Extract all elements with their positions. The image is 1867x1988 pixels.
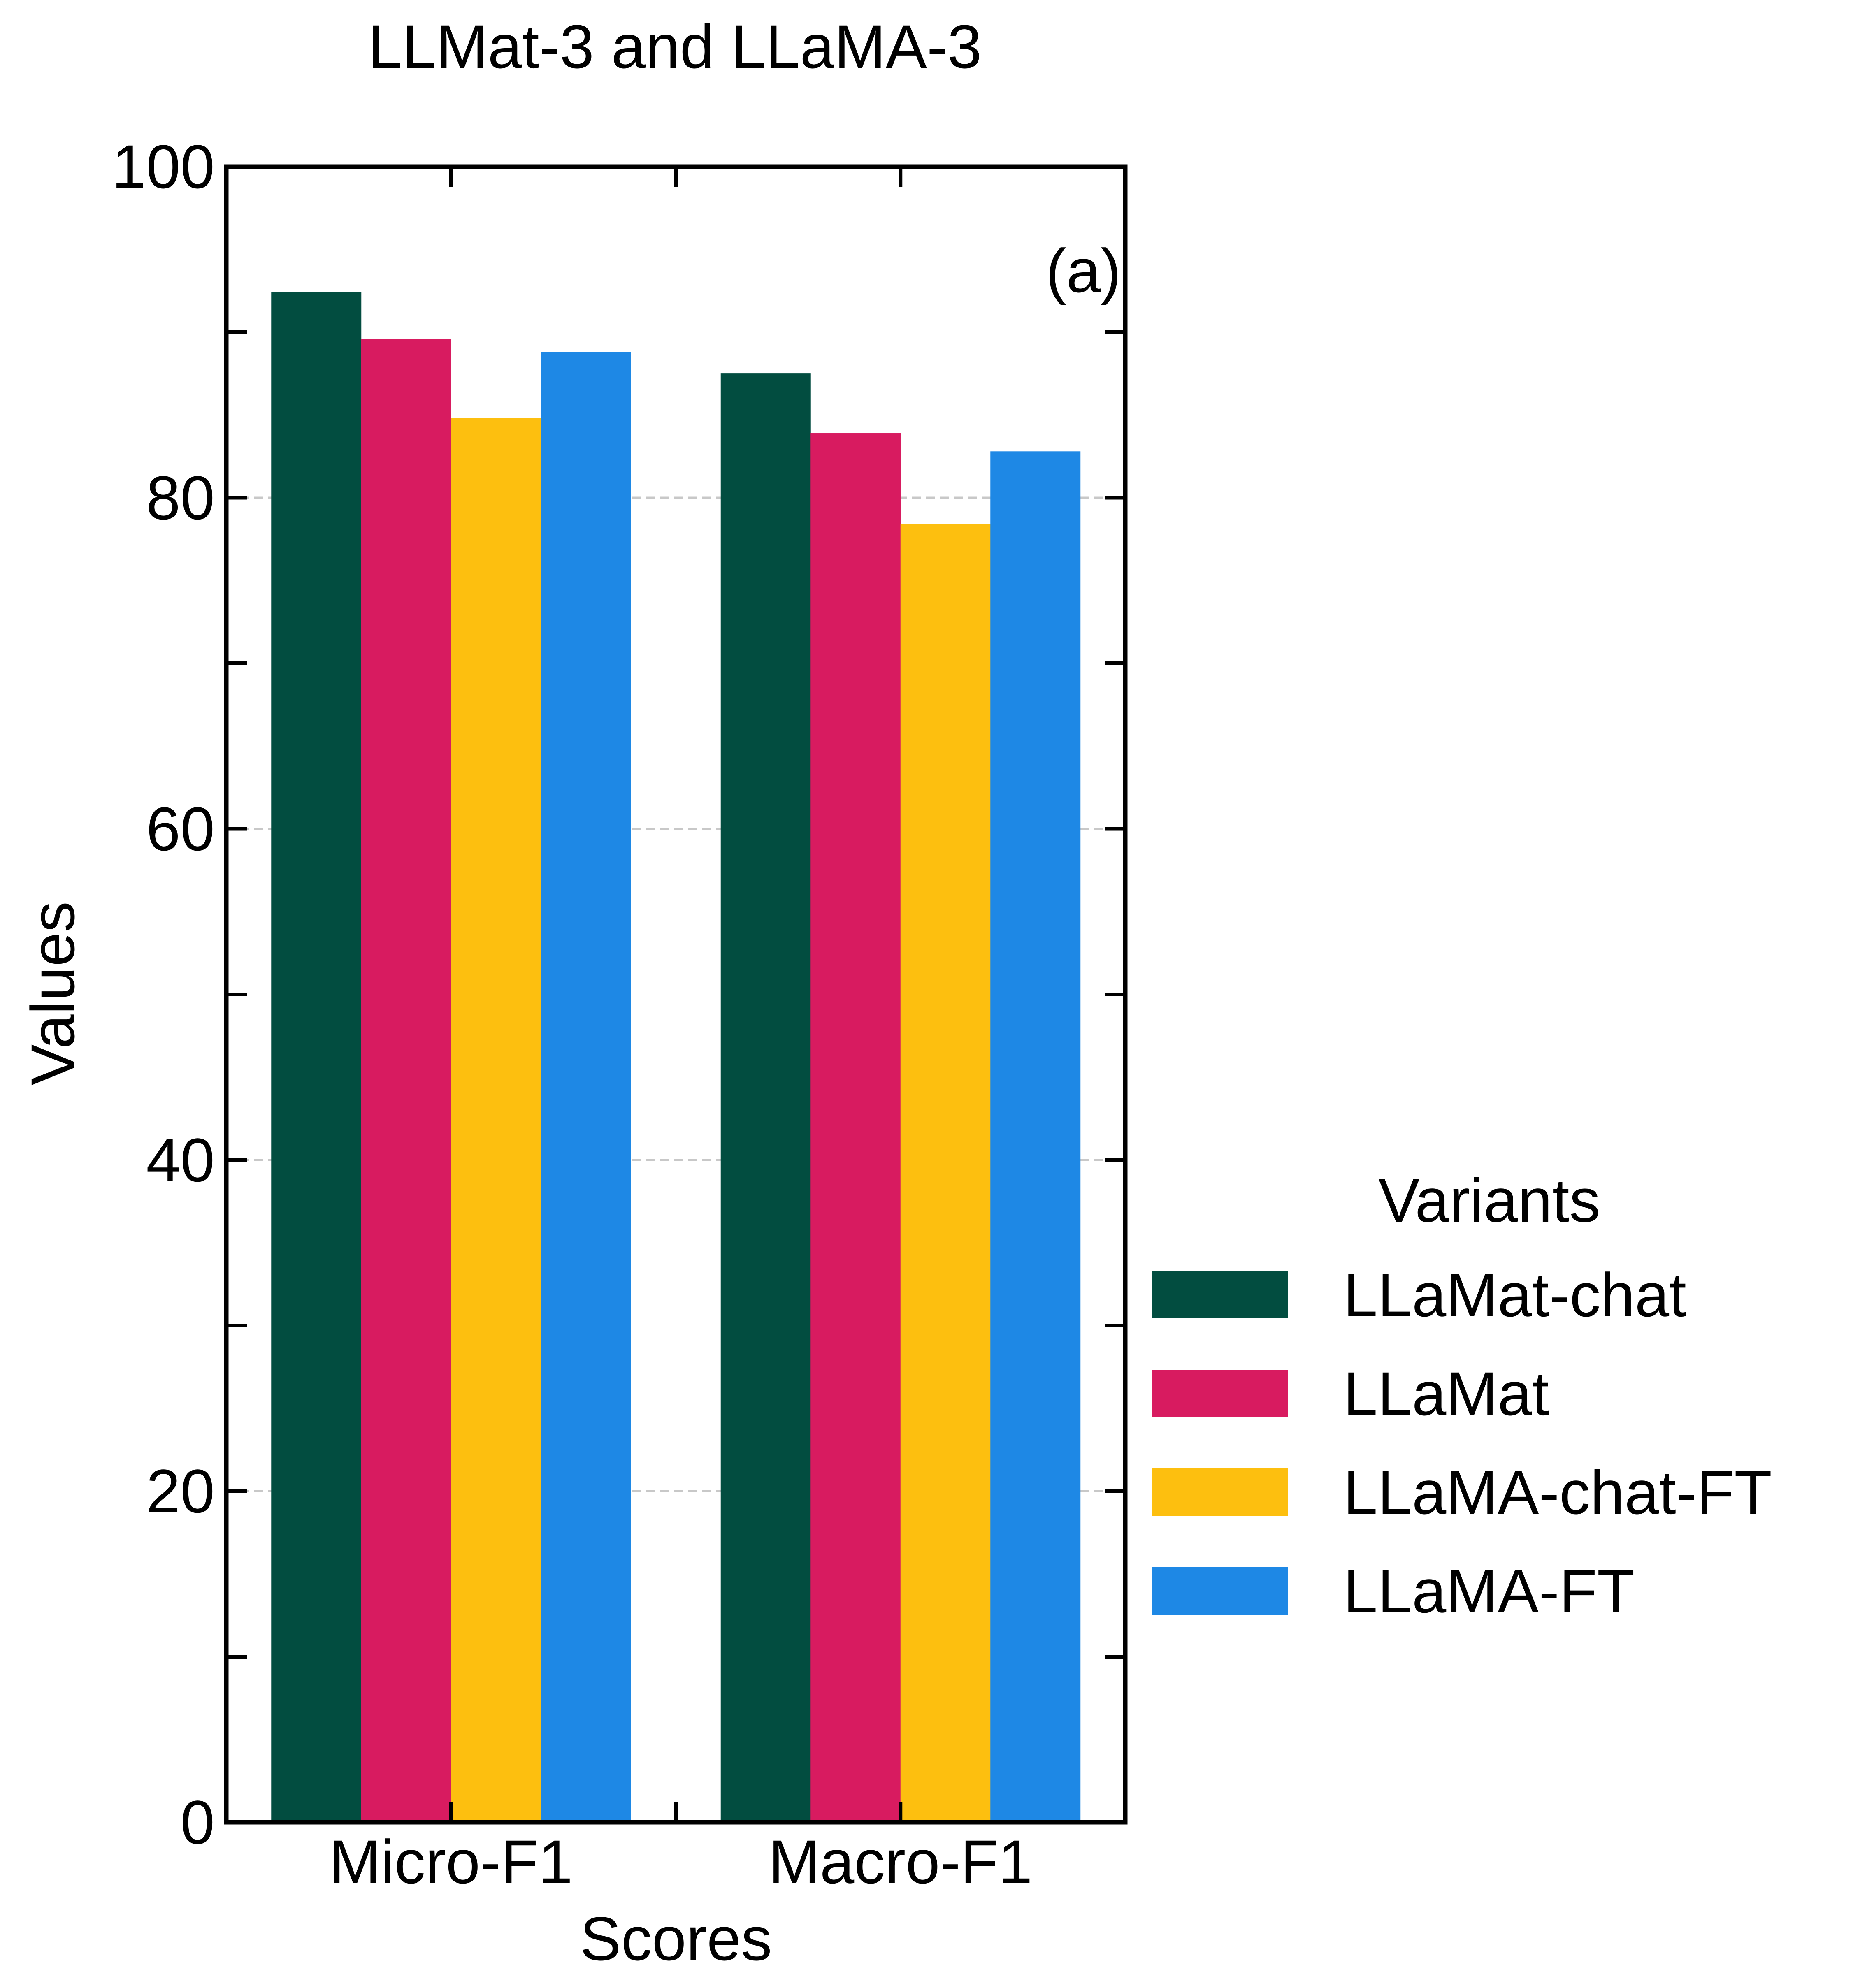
- legend-label: LLaMA-chat-FT: [1343, 1458, 1772, 1527]
- y-tick-label: 0: [181, 1788, 215, 1857]
- legend-label: LLaMat: [1343, 1359, 1549, 1428]
- y-axis-label: Values: [18, 901, 87, 1086]
- x-tick-labels: Micro-F1 Macro-F1: [329, 1827, 1032, 1896]
- y-tick-label: 80: [146, 463, 215, 532]
- panel-label: (a): [1046, 236, 1121, 305]
- legend: Variants LLaMat-chatLLaMatLLaMA-chat-FTL…: [1152, 1166, 1772, 1626]
- legend-items: LLaMat-chat LLaMat LLaMA-chat-FT LLaMA-FT: [1152, 1260, 1772, 1626]
- y-tick-label: 60: [146, 794, 215, 863]
- x-tick-label: Macro-F1: [769, 1827, 1033, 1896]
- legend-swatch: [1152, 1567, 1288, 1615]
- bar: [720, 373, 811, 1822]
- bar: [361, 339, 451, 1822]
- legend-swatch: [1152, 1370, 1288, 1417]
- legend-swatch: [1152, 1271, 1288, 1318]
- bar: [271, 292, 362, 1823]
- legend-label: LLaMA-FT: [1343, 1557, 1635, 1626]
- bars: [271, 292, 1081, 1823]
- plot-frame: [224, 164, 1128, 1825]
- y-tick-label: 100: [112, 132, 215, 201]
- legend-swatch: [1152, 1468, 1288, 1516]
- y-tick-label: 20: [146, 1457, 215, 1526]
- y-tick-label: 40: [146, 1125, 215, 1195]
- bar: [451, 418, 541, 1822]
- chart-title: LLMat-3 and LLaMA-3: [368, 12, 982, 81]
- bar: [541, 352, 631, 1822]
- y-tick-labels: 0 20 40 60 80 100: [112, 132, 215, 1857]
- x-axis-label: Scores: [580, 1904, 772, 1973]
- legend-label: LLaMat-chat: [1343, 1260, 1686, 1329]
- bar: [900, 524, 991, 1823]
- bar: [810, 433, 901, 1823]
- legend-title: Variants: [1378, 1166, 1600, 1235]
- x-tick-label: Micro-F1: [329, 1827, 573, 1896]
- bar: [990, 451, 1081, 1822]
